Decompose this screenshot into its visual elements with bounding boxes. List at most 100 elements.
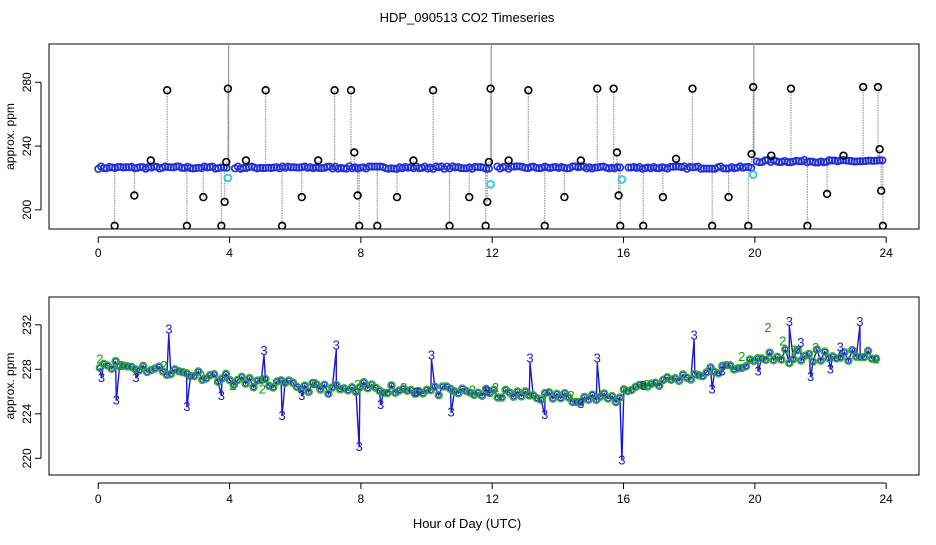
- data-point: [290, 379, 296, 386]
- data-point: [837, 354, 844, 361]
- data-point: [191, 373, 198, 379]
- data-point-outer: [607, 391, 617, 401]
- data-point-outer: [265, 381, 274, 391]
- outlier-point: [639, 221, 648, 229]
- outlier-point: [182, 221, 192, 229]
- data-point-outer: [198, 375, 207, 385]
- outlier-point: [744, 221, 753, 229]
- outlier-point: [671, 154, 681, 164]
- y-tick-label: 280: [20, 72, 34, 92]
- data-point-outer: [867, 354, 877, 364]
- data-point: [687, 376, 694, 383]
- spike-label: 3: [333, 337, 340, 352]
- avg-point: [702, 164, 711, 173]
- y-axis-label: approx. ppm: [3, 103, 17, 170]
- x-tick-label: 20: [748, 246, 762, 260]
- data-point-outer: [536, 395, 546, 405]
- data-point-outer: [804, 349, 814, 359]
- data-point: [187, 373, 194, 380]
- data-point-outer: [615, 393, 625, 402]
- data-point: [723, 362, 730, 368]
- data-point: [380, 389, 387, 396]
- avg-point: [875, 156, 884, 165]
- spike-label: 3: [526, 351, 533, 366]
- data-point: [498, 394, 505, 401]
- data-point-outer: [335, 385, 345, 394]
- data-point-outer: [619, 385, 629, 394]
- data-point: [108, 365, 115, 372]
- data-point-outer: [871, 354, 881, 364]
- data-point: [814, 346, 820, 353]
- data-point-outer: [320, 380, 329, 389]
- data-point: [569, 399, 576, 405]
- outlier-point: [873, 82, 883, 92]
- data-point: [136, 367, 143, 374]
- data-point: [195, 368, 202, 375]
- data-point: [546, 389, 552, 396]
- data-point-outer: [221, 369, 231, 379]
- avg-point: [705, 164, 714, 173]
- data-point: [849, 347, 856, 353]
- dip-label: 3: [577, 396, 584, 411]
- outlier-point: [612, 148, 622, 157]
- data-point-outer: [509, 392, 518, 402]
- green-label: 2: [643, 377, 650, 392]
- data-point-outer: [568, 397, 577, 407]
- data-point: [845, 357, 852, 364]
- avg-point: [697, 164, 706, 173]
- x-tick-label: 12: [486, 492, 500, 506]
- data-point-outer: [820, 347, 830, 356]
- data-point: [561, 390, 568, 396]
- data-point-outer: [753, 353, 763, 363]
- data-point-outer: [852, 352, 861, 362]
- outlier-point: [277, 221, 287, 229]
- data-point: [112, 358, 119, 364]
- data-point: [317, 386, 324, 393]
- x-tick-label: 16: [617, 246, 631, 260]
- data-point-outer: [131, 364, 140, 374]
- avg-point: [261, 163, 270, 172]
- data-point: [483, 385, 489, 392]
- y-tick-label: 232: [20, 314, 34, 334]
- outlier-point: [162, 86, 172, 95]
- data-point-outer: [261, 374, 270, 384]
- outlier-point: [297, 192, 306, 202]
- data-point: [439, 383, 446, 390]
- avg-point: [286, 163, 295, 172]
- data-point: [349, 384, 355, 391]
- data-point-outer: [300, 381, 309, 390]
- green-label: 2: [873, 351, 880, 366]
- outlier-point: [609, 84, 618, 93]
- data-point-outer: [422, 385, 432, 394]
- data-point-outer: [792, 345, 802, 355]
- green-label: 2: [229, 378, 236, 393]
- outlier-point: [803, 221, 812, 229]
- data-point-outer: [462, 386, 471, 396]
- data-point: [227, 377, 233, 384]
- data-point: [794, 347, 801, 354]
- data-point-outer: [863, 346, 873, 356]
- dip-label: 3: [484, 384, 491, 399]
- data-point: [167, 371, 174, 377]
- avg-point: [669, 162, 678, 171]
- x-tick-label: 16: [617, 492, 631, 506]
- data-point-outer: [174, 367, 183, 376]
- data-point-outer: [745, 355, 755, 364]
- data-point: [585, 396, 592, 403]
- data-point-outer: [186, 371, 195, 381]
- plot-frame: [48, 296, 920, 476]
- data-point-outer: [714, 369, 723, 378]
- outlier-point: [241, 156, 251, 165]
- data-point-outer: [237, 372, 246, 382]
- green-label: 2: [400, 380, 407, 395]
- outlier-point: [392, 192, 402, 202]
- data-point-outer: [765, 348, 774, 357]
- spike-label: 3: [165, 322, 172, 337]
- data-point: [861, 354, 868, 361]
- dip-label: 3: [640, 378, 647, 393]
- data-point-outer: [257, 375, 266, 385]
- outlier-point: [222, 157, 231, 167]
- data-point: [431, 383, 438, 390]
- dip-label: 3: [356, 439, 363, 454]
